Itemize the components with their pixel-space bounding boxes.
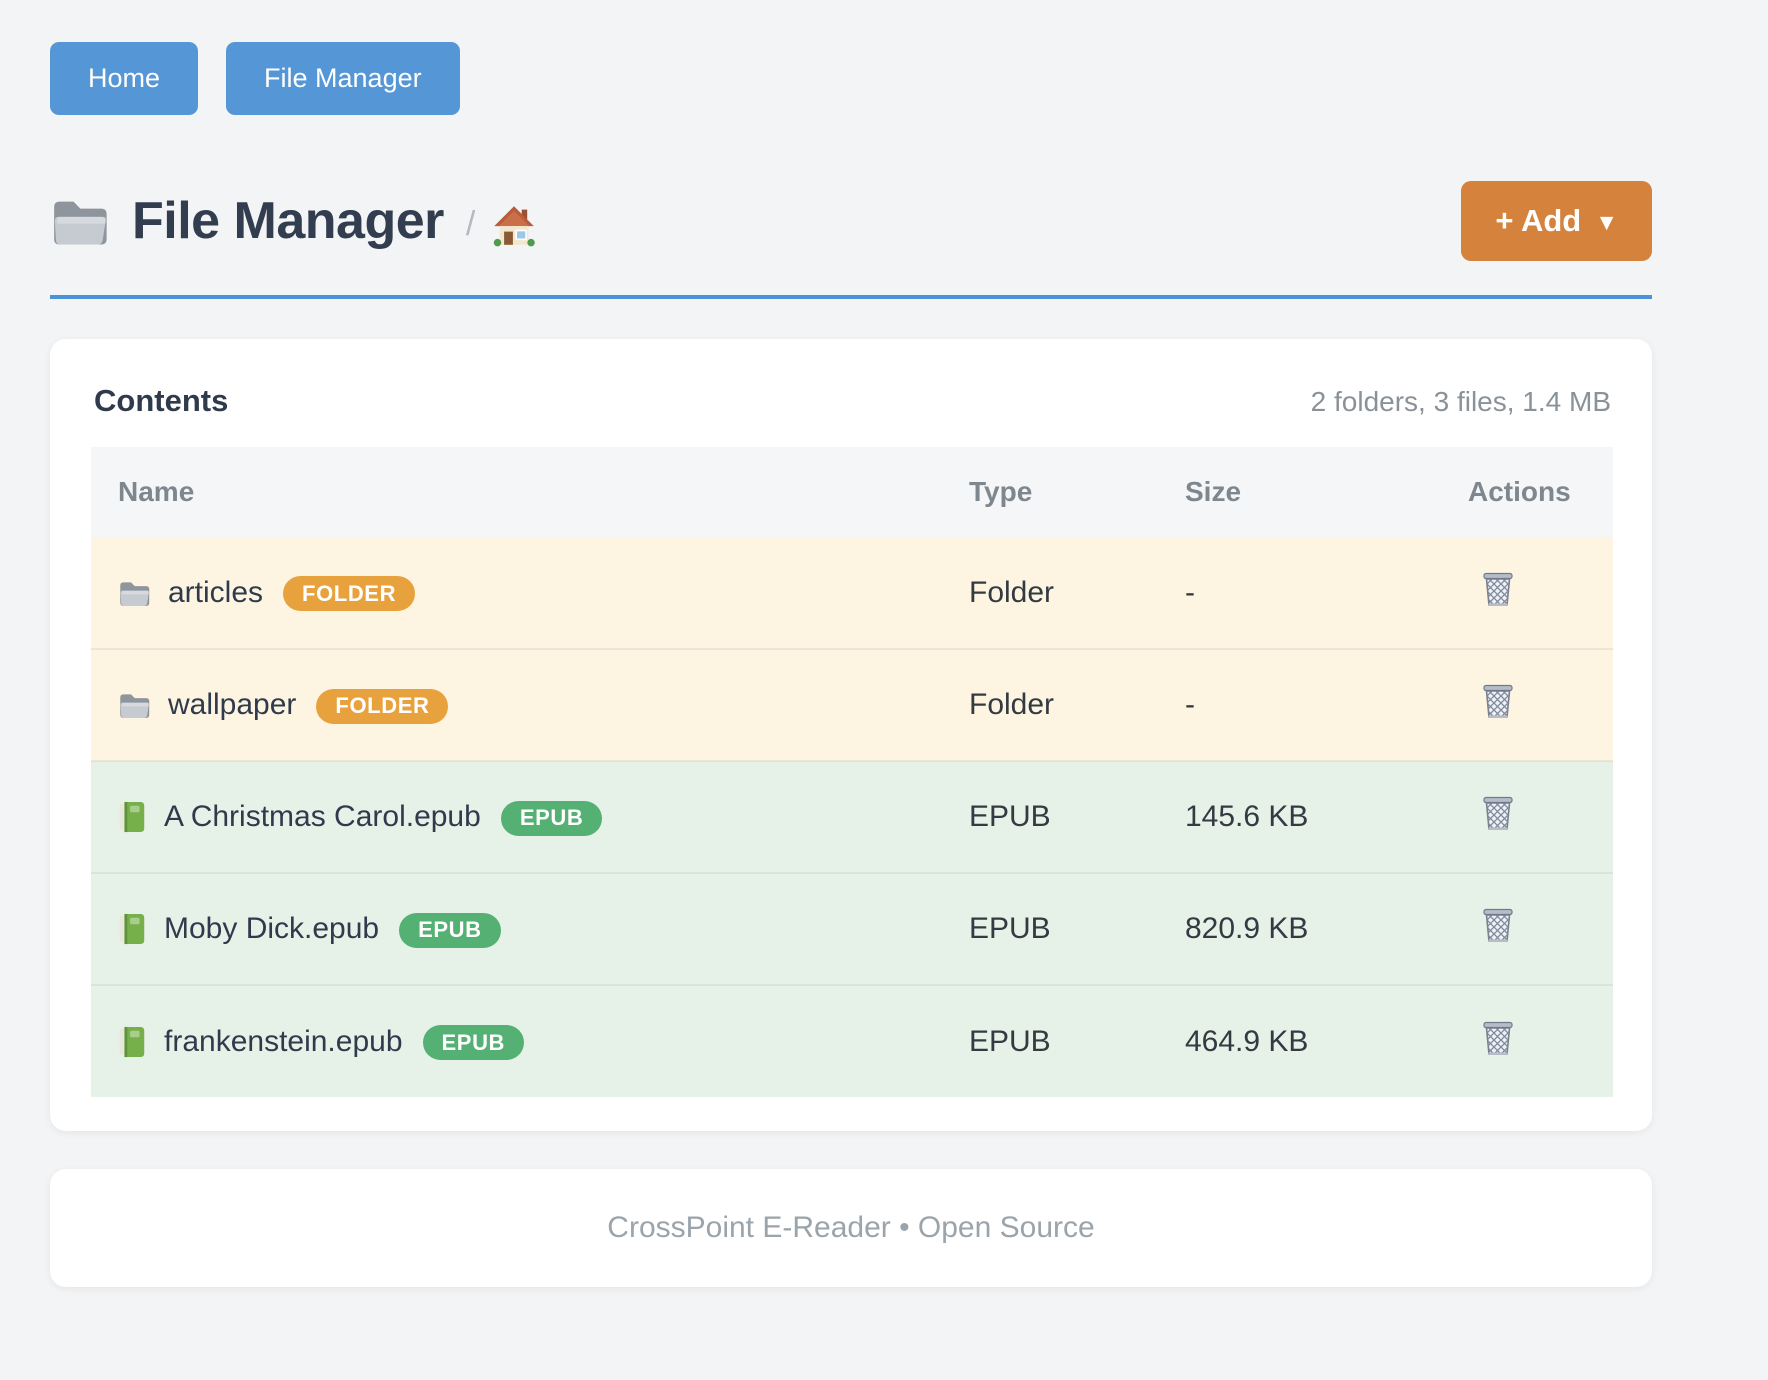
trash-icon xyxy=(1483,908,1513,943)
contents-card: Contents 2 folders, 3 files, 1.4 MB Name… xyxy=(50,339,1652,1131)
type-cell: EPUB xyxy=(969,912,1051,945)
type-cell: EPUB xyxy=(969,1024,1051,1058)
chevron-down-icon: ▼ xyxy=(1595,208,1618,235)
contents-heading: Contents xyxy=(94,383,229,418)
top-nav: Home File Manager xyxy=(50,0,1652,115)
column-header-type: Type xyxy=(969,476,1033,507)
column-header-size: Size xyxy=(1185,476,1242,507)
size-cell: 820.9 KB xyxy=(1185,912,1309,945)
delete-button[interactable] xyxy=(1480,682,1516,720)
column-header-actions: Actions xyxy=(1468,476,1571,507)
file-name-link[interactable]: Moby Dick.epub xyxy=(164,912,380,945)
size-cell: - xyxy=(1185,575,1195,609)
trash-icon xyxy=(1483,796,1513,831)
table-header-row: Name Type Size Actions xyxy=(91,447,1613,537)
type-cell: Folder xyxy=(969,688,1055,721)
file-table: Name Type Size Actions articles FOLDER xyxy=(91,447,1613,1097)
delete-button[interactable] xyxy=(1480,570,1516,608)
folder-name-link[interactable]: articles xyxy=(168,575,264,609)
table-row[interactable]: articles FOLDER Folder - xyxy=(91,537,1613,649)
breadcrumb-separator: / xyxy=(465,204,476,243)
folder-icon xyxy=(120,581,150,606)
page-header: File Manager / + Add ▼ xyxy=(50,181,1652,261)
type-cell: Folder xyxy=(969,575,1055,609)
green-book-icon xyxy=(119,801,145,833)
table-row[interactable]: wallpaper FOLDER Folder - xyxy=(91,649,1613,761)
footer: CrossPoint E-Reader • Open Source xyxy=(50,1169,1652,1287)
type-badge: EPUB xyxy=(399,912,501,948)
add-button-label: + Add xyxy=(1495,203,1582,238)
green-book-icon xyxy=(119,913,145,945)
table-row[interactable]: A Christmas Carol.epub EPUB EPUB 145.6 K… xyxy=(91,761,1613,873)
home-icon[interactable] xyxy=(491,203,537,247)
size-cell: 145.6 KB xyxy=(1185,800,1309,833)
type-badge: EPUB xyxy=(500,800,603,836)
page: Home File Manager File Manager / + Add ▼… xyxy=(50,0,1652,1287)
footer-text: CrossPoint E-Reader • Open Source xyxy=(607,1211,1095,1244)
trash-icon xyxy=(1483,684,1513,719)
nav-home-button[interactable]: Home xyxy=(50,42,199,115)
trash-icon xyxy=(1483,1021,1513,1056)
type-cell: EPUB xyxy=(969,800,1051,833)
size-cell: 464.9 KB xyxy=(1185,1024,1309,1058)
type-badge: FOLDER xyxy=(316,688,449,724)
title-group: File Manager / xyxy=(50,191,537,251)
file-name-link[interactable]: A Christmas Carol.epub xyxy=(164,800,481,833)
nav-file-manager-button[interactable]: File Manager xyxy=(226,42,460,115)
add-button[interactable]: + Add ▼ xyxy=(1461,181,1652,261)
size-cell: - xyxy=(1185,688,1195,721)
trash-icon xyxy=(1483,572,1513,607)
column-header-name: Name xyxy=(118,476,195,507)
delete-button[interactable] xyxy=(1480,1019,1516,1057)
header-divider xyxy=(50,295,1652,299)
table-row[interactable]: frankenstein.epub EPUB EPUB 464.9 KB xyxy=(91,985,1613,1097)
folder-icon xyxy=(120,694,150,718)
delete-button[interactable] xyxy=(1480,906,1516,944)
file-name-link[interactable]: frankenstein.epub xyxy=(164,1024,403,1058)
green-book-icon xyxy=(119,1026,145,1057)
page-title: File Manager xyxy=(132,192,444,250)
delete-button[interactable] xyxy=(1480,794,1516,832)
table-row[interactable]: Moby Dick.epub EPUB EPUB 820.9 KB xyxy=(91,873,1613,985)
type-badge: EPUB xyxy=(422,1025,525,1060)
contents-summary: 2 folders, 3 files, 1.4 MB xyxy=(1310,386,1611,417)
folder-icon xyxy=(54,201,107,245)
type-badge: FOLDER xyxy=(283,576,416,611)
contents-header: Contents 2 folders, 3 files, 1.4 MB xyxy=(91,383,1613,419)
folder-name-link[interactable]: wallpaper xyxy=(168,688,297,721)
